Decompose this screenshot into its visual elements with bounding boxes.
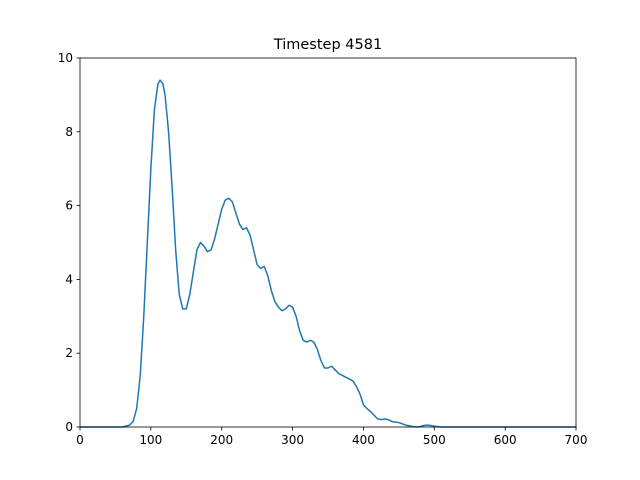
x-tick-label: 400 (352, 433, 375, 447)
y-tick-label: 8 (65, 125, 73, 139)
x-axis: 0 100 200 300 400 500 600 700 (76, 427, 587, 447)
y-tick-label: 6 (65, 199, 73, 213)
x-tick-label: 500 (423, 433, 446, 447)
y-tick-label: 4 (65, 272, 73, 286)
y-axis: 0 2 4 6 8 10 (58, 51, 80, 434)
chart-title: Timestep 4581 (273, 37, 382, 53)
x-tick-label: 200 (210, 433, 233, 447)
series-line-0 (79, 79, 577, 428)
x-tick-label: 600 (494, 433, 517, 447)
x-tick-label: 0 (76, 433, 84, 447)
x-tick-label: 300 (281, 433, 304, 447)
x-tick-label: 100 (139, 433, 162, 447)
y-tick-label: 0 (65, 420, 73, 434)
y-tick-label: 2 (65, 346, 73, 360)
y-tick-label: 10 (58, 51, 73, 65)
x-tick-label: 700 (565, 433, 588, 447)
axes-frame (79, 57, 577, 428)
plot-area (79, 57, 577, 428)
